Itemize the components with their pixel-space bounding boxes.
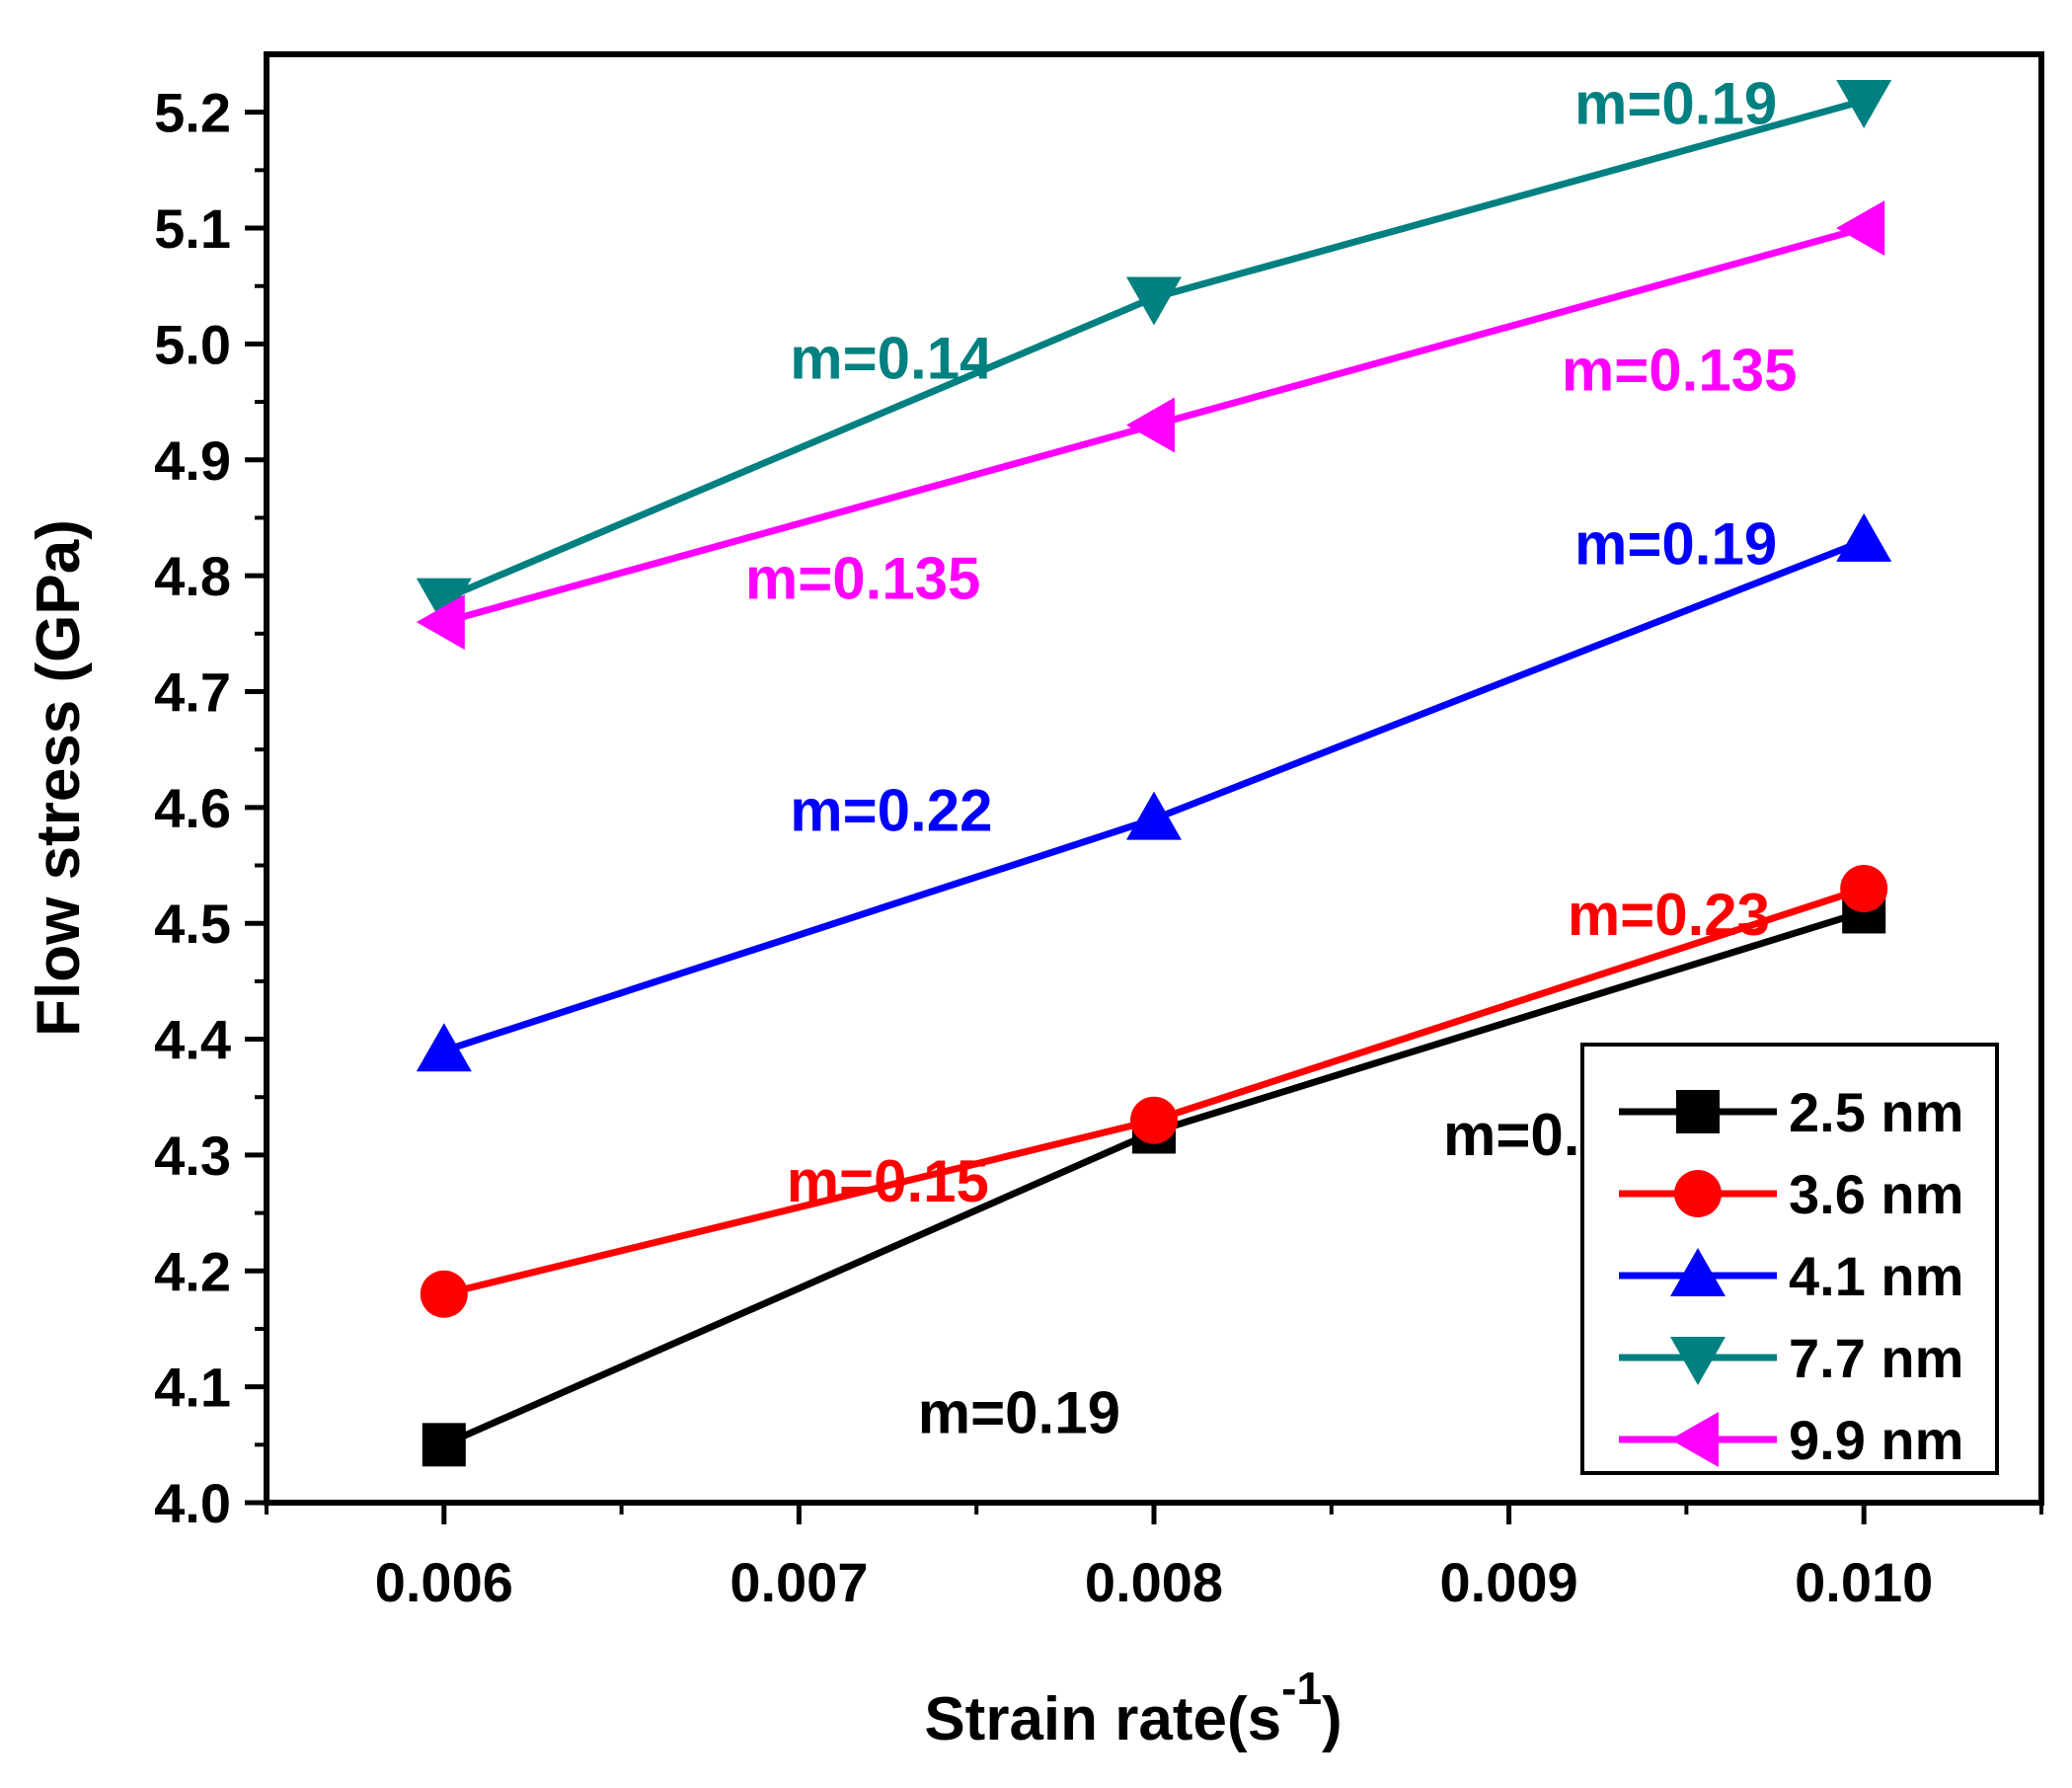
x-tick-label: 0.006: [375, 1551, 513, 1613]
legend-marker: [1670, 1248, 1726, 1296]
legend-marker: [1670, 1337, 1726, 1385]
series-point: [1836, 512, 1892, 562]
legend-label: 7.7 nm: [1789, 1327, 1963, 1389]
slope-annotation: m=0.23: [1568, 882, 1770, 948]
x-tick-label: 0.008: [1085, 1551, 1223, 1613]
slope-annotation: m=0.15: [787, 1148, 989, 1214]
series-3_6-nm: [420, 864, 1888, 1318]
series-point: [416, 594, 465, 651]
y-tick-label: 4.5: [154, 893, 231, 955]
y-tick-label: 5.1: [154, 197, 231, 260]
legend-item: 9.9 nm: [1619, 1409, 1963, 1471]
slope-annotation: m=0.14: [790, 326, 993, 392]
legend-label: 9.9 nm: [1789, 1409, 1963, 1471]
series-point: [416, 578, 472, 627]
y-tick-label: 4.7: [154, 661, 231, 723]
legend-marker: [1676, 1090, 1720, 1133]
series-point: [1126, 397, 1175, 453]
legend-item: 4.1 nm: [1619, 1245, 1963, 1307]
y-tick-label: 4.4: [154, 1009, 231, 1071]
slope-annotation: m=0.19: [918, 1380, 1120, 1446]
slope-annotation: m=0.22: [790, 777, 992, 843]
x-tick-label: 0.010: [1795, 1551, 1933, 1613]
legend-marker: [1674, 1170, 1722, 1217]
legend-box: [1580, 1043, 1999, 1475]
series-point: [420, 1270, 468, 1318]
x-axis-title: Strain rate(s-1): [924, 1663, 1342, 1753]
legend-marker: [1670, 1412, 1719, 1467]
y-tick-label: 5.0: [154, 313, 231, 375]
y-tick-label: 4.8: [154, 545, 231, 607]
series-point: [1840, 864, 1888, 912]
series-point: [1130, 1096, 1178, 1144]
slope-annotation: m=0.135: [745, 546, 981, 612]
legend-label: 2.5 nm: [1789, 1081, 1963, 1143]
y-tick-label: 5.2: [154, 82, 231, 144]
y-tick-label: 4.3: [154, 1125, 231, 1187]
x-axis-title-superscript: -1: [1281, 1663, 1322, 1714]
series-point: [1126, 276, 1182, 326]
series-point: [1836, 200, 1885, 257]
y-tick-label: 4.1: [154, 1357, 231, 1419]
legend: 2.5 nm 3.6 nm 4.1 nm 7.7 nm 9.9 nm: [1580, 1043, 1999, 1475]
y-tick-label: 4.2: [154, 1240, 231, 1302]
slope-annotation: m=0.19: [1574, 510, 1777, 577]
y-tick-label: 4.0: [154, 1472, 231, 1534]
series-point: [1836, 79, 1892, 128]
x-axis-title-main: Strain rate(s: [924, 1685, 1281, 1753]
slope-annotation: m=0.19: [1574, 70, 1777, 136]
legend-label: 4.1 nm: [1789, 1245, 1963, 1307]
y-tick-label: 4.6: [154, 777, 231, 839]
x-axis-title-suffix: ): [1322, 1685, 1343, 1753]
series-point: [416, 1023, 472, 1072]
series-9_9-nm: [416, 200, 1885, 651]
legend-item: 7.7 nm: [1619, 1327, 1963, 1389]
y-axis-title: Flow stress (GPa): [25, 519, 93, 1037]
series-point: [422, 1423, 466, 1467]
slope-annotation: m=0.135: [1562, 337, 1798, 403]
x-tick-label: 0.007: [729, 1551, 868, 1613]
legend-item: 3.6 nm: [1619, 1163, 1963, 1225]
x-tick-label: 0.009: [1440, 1551, 1578, 1613]
series-4_1-nm: [416, 512, 1892, 1072]
series-7_7-nm: [416, 79, 1892, 627]
y-tick-label: 4.9: [154, 429, 231, 492]
series-point: [1126, 791, 1182, 840]
legend-item: 2.5 nm: [1619, 1081, 1963, 1143]
legend-label: 3.6 nm: [1789, 1163, 1963, 1225]
